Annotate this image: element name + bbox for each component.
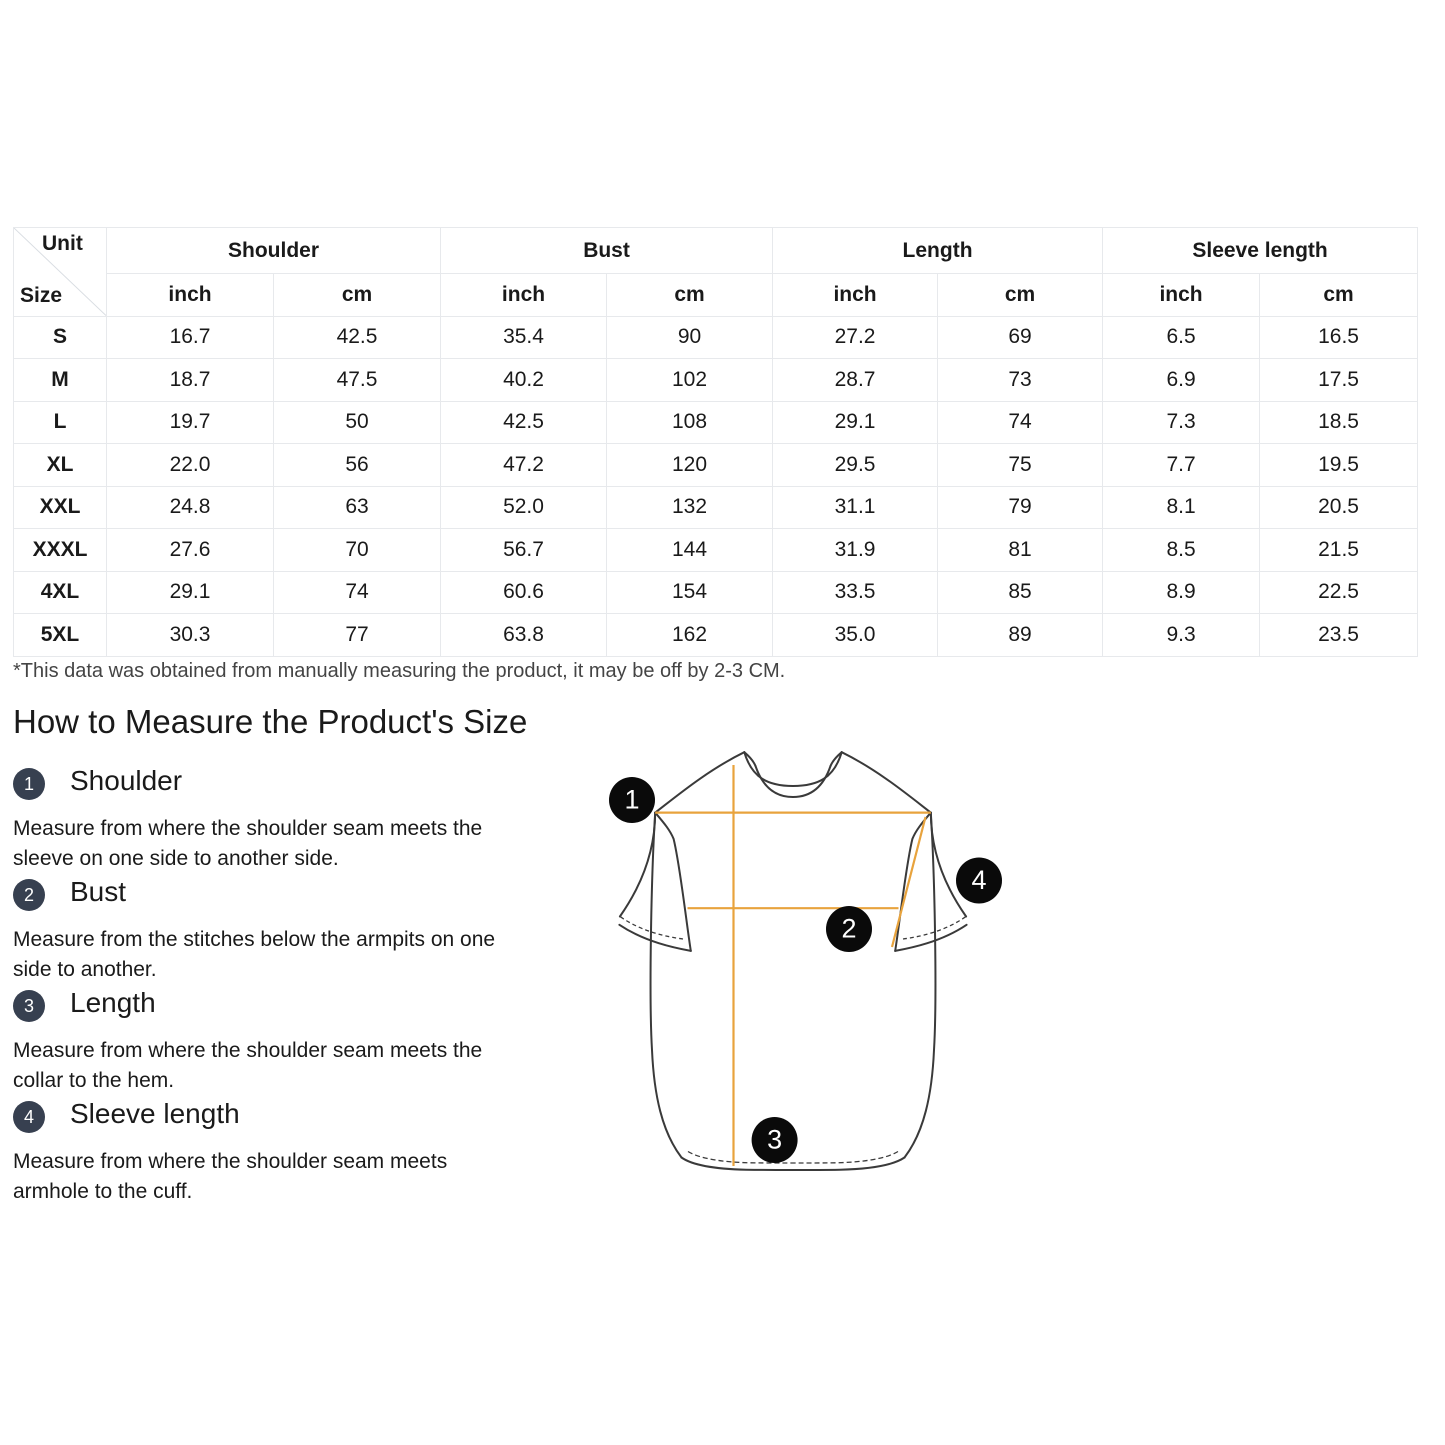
svg-text:2: 2 — [841, 914, 856, 944]
svg-text:4: 4 — [971, 865, 986, 895]
svg-text:1: 1 — [624, 785, 639, 815]
svg-text:3: 3 — [767, 1125, 782, 1155]
